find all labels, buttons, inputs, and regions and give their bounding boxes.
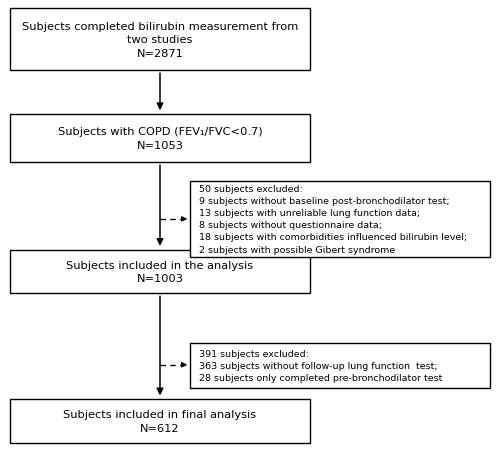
Text: 50 subjects excluded:
9 subjects without baseline post-bronchodilator test;
13 s: 50 subjects excluded: 9 subjects without… [199,185,467,254]
FancyBboxPatch shape [190,181,490,257]
Text: 391 subjects excluded:
363 subjects without follow-up lung function  test;
28 su: 391 subjects excluded: 363 subjects with… [199,349,442,382]
FancyBboxPatch shape [10,399,310,443]
Text: Subjects included in final analysis
N=612: Subjects included in final analysis N=61… [64,409,256,433]
Text: Subjects included in the analysis
N=1003: Subjects included in the analysis N=1003 [66,260,254,284]
Text: Subjects with COPD (FEV₁/FVC<0.7)
N=1053: Subjects with COPD (FEV₁/FVC<0.7) N=1053 [58,127,262,151]
FancyBboxPatch shape [10,115,310,163]
Text: Subjects completed bilirubin measurement from
two studies
N=2871: Subjects completed bilirubin measurement… [22,22,298,59]
FancyBboxPatch shape [190,343,490,388]
FancyBboxPatch shape [10,9,310,71]
FancyBboxPatch shape [10,250,310,294]
